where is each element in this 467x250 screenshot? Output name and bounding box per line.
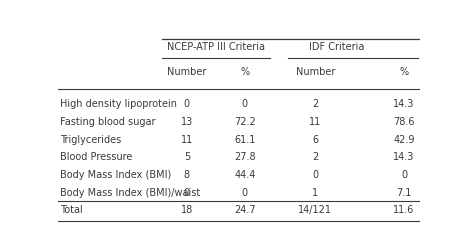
Text: 24.7: 24.7 — [234, 205, 255, 215]
Text: 18: 18 — [181, 205, 193, 215]
Text: 42.9: 42.9 — [393, 134, 415, 144]
Text: NCEP-ATP III Criteria: NCEP-ATP III Criteria — [167, 42, 265, 52]
Text: 14/121: 14/121 — [298, 205, 333, 215]
Text: Body Mass Index (BMI)/waist: Body Mass Index (BMI)/waist — [60, 188, 200, 198]
Text: 1: 1 — [312, 188, 318, 198]
Text: 0: 0 — [401, 170, 407, 180]
Text: 11.6: 11.6 — [393, 205, 415, 215]
Text: 5: 5 — [184, 152, 190, 162]
Text: Body Mass Index (BMI): Body Mass Index (BMI) — [60, 170, 171, 180]
Text: 13: 13 — [181, 117, 193, 127]
Text: 8: 8 — [184, 170, 190, 180]
Text: IDF Criteria: IDF Criteria — [309, 42, 365, 52]
Text: 14.3: 14.3 — [393, 152, 415, 162]
Text: 0: 0 — [242, 99, 248, 109]
Text: Triglycerides: Triglycerides — [60, 134, 121, 144]
Text: 11: 11 — [309, 117, 321, 127]
Text: 6: 6 — [312, 134, 318, 144]
Text: 11: 11 — [181, 134, 193, 144]
Text: %: % — [399, 67, 409, 77]
Text: Total: Total — [60, 205, 83, 215]
Text: Number: Number — [167, 67, 206, 77]
Text: 7.1: 7.1 — [396, 188, 412, 198]
Text: 14.3: 14.3 — [393, 99, 415, 109]
Text: 2: 2 — [312, 99, 318, 109]
Text: 27.8: 27.8 — [234, 152, 255, 162]
Text: 2: 2 — [312, 152, 318, 162]
Text: 61.1: 61.1 — [234, 134, 255, 144]
Text: 0: 0 — [184, 188, 190, 198]
Text: 0: 0 — [312, 170, 318, 180]
Text: 78.6: 78.6 — [393, 117, 415, 127]
Text: Fasting blood sugar: Fasting blood sugar — [60, 117, 156, 127]
Text: %: % — [240, 67, 249, 77]
Text: Number: Number — [296, 67, 335, 77]
Text: Blood Pressure: Blood Pressure — [60, 152, 133, 162]
Text: 72.2: 72.2 — [234, 117, 255, 127]
Text: 44.4: 44.4 — [234, 170, 255, 180]
Text: High density lipoprotein: High density lipoprotein — [60, 99, 177, 109]
Text: 0: 0 — [242, 188, 248, 198]
Text: 0: 0 — [184, 99, 190, 109]
